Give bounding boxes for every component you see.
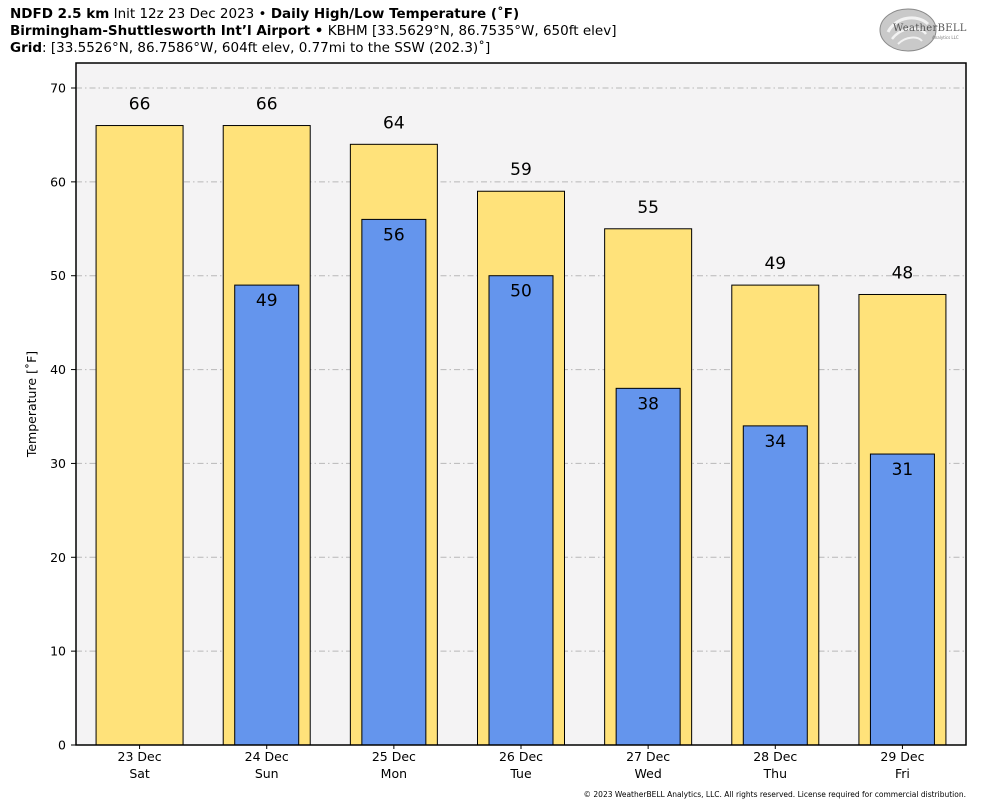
low-temp-label: 38 [637,394,659,414]
low-temp-label: 34 [764,432,786,452]
x-tick-label-day: Thu [763,766,787,781]
station-location: KBHM [33.5629°N, 86.7535°W, 650ft elev] [327,23,617,39]
y-tick-label: 70 [50,81,66,96]
x-tick-label-date: 29 Dec [880,749,924,764]
x-tick-label-day: Tue [509,766,532,781]
x-tick-label-date: 24 Dec [245,749,289,764]
y-axis-label: Temperature [˚F] [24,351,39,458]
x-tick-label-day: Fri [895,766,910,781]
copyright-notice: © 2023 WeatherBELL Analytics, LLC. All r… [583,790,966,799]
high-temp-label: 64 [383,113,405,133]
low-temp-label: 49 [256,291,278,311]
header-line-1: NDFD 2.5 km Init 12z 23 Dec 2023 • Daily… [10,6,616,23]
low-temp-bar [615,387,681,746]
x-tick-label-date: 25 Dec [372,749,416,764]
grid-location: : [33.5526°N, 86.7586°W, 604ft elev, 0.7… [42,40,491,56]
high-temp-label: 66 [256,95,278,115]
x-tick-label-day: Sun [255,766,279,781]
chart-header: NDFD 2.5 km Init 12z 23 Dec 2023 • Daily… [10,6,616,57]
high-temp-label: 66 [129,95,151,115]
chart-title: Daily High/Low Temperature (˚F) [270,6,520,22]
header-line-2: Birmingham-Shuttlesworth Int’l Airport •… [10,23,616,40]
header-line-3: Grid: [33.5526°N, 86.7586°W, 604ft elev,… [10,40,616,57]
axes: 0 10 20 30 40 50 60 70 23 Dec Sat 24 Dec Sun 25 Dec M… [50,81,924,782]
low-temp-label: 31 [892,460,914,480]
init-time: Init 12z 23 Dec 2023 • [113,6,267,22]
high-temp-bar [95,125,184,746]
weatherbell-logo-icon [879,8,937,52]
y-tick-label: 40 [50,362,66,377]
y-tick-label: 20 [50,550,66,565]
x-tick-label-day: Mon [381,766,407,781]
bar-labels: 66 66 49 64 56 59 50 55 38 49 34 48 31 [129,95,914,480]
y-tick-label: 10 [50,644,66,659]
high-temp-label: 59 [510,160,532,180]
x-tick-label-date: 27 Dec [626,749,670,764]
logo-text: WeatherBELL [893,23,967,34]
high-temp-label: 48 [892,263,914,283]
x-tick-label-date: 23 Dec [118,749,162,764]
model-name: NDFD 2.5 km [10,6,110,22]
low-temp-bar [234,284,300,746]
y-tick-label: 0 [58,738,66,753]
high-temp-label: 55 [637,198,659,218]
x-tick-label-date: 26 Dec [499,749,543,764]
low-temp-bar [742,425,808,746]
low-temp-bar [361,218,427,746]
x-tick-label-day: Sat [129,766,150,781]
y-tick-label: 50 [50,268,66,283]
logo-subtext: Analytics LLC [932,35,959,40]
y-tick-label: 30 [50,456,66,471]
high-temp-label: 49 [764,254,786,274]
low-temp-label: 50 [510,282,532,302]
station-name: Birmingham-Shuttlesworth Int’l Airport • [10,23,324,39]
low-temp-bar [869,453,935,746]
grid-label: Grid [10,40,43,56]
low-temp-bar [488,275,554,746]
bars [95,125,947,746]
x-tick-label-day: Wed [635,766,662,781]
x-tick-label-date: 28 Dec [753,749,797,764]
y-tick-label: 60 [50,174,66,189]
low-temp-label: 56 [383,225,405,245]
plot-frame [75,62,967,746]
